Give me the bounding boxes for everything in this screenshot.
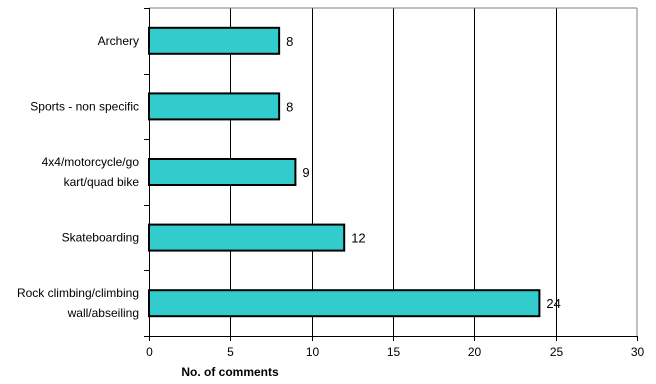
category-label-line: Archery bbox=[98, 34, 139, 48]
category-label-rock-climbing-climbing-wall-abseiling: Rock climbing/climbing wall/abseiling bbox=[17, 286, 139, 320]
data-label-rock-climbing-climbing-wall-abseiling: 24 bbox=[546, 296, 560, 311]
data-label-sports-non-specific: 8 bbox=[286, 99, 293, 114]
category-label-archery: Archery bbox=[98, 34, 139, 48]
category-label-skateboarding: Skateboarding bbox=[62, 231, 139, 245]
x-tick-label-25: 25 bbox=[550, 345, 564, 359]
x-tick-label-30: 30 bbox=[631, 345, 645, 359]
bar-sports-non-specific bbox=[148, 92, 281, 121]
category-label-line: 4x4/motorcycle/go bbox=[42, 155, 140, 169]
data-label-4x4-motorcycle-go-kart-quad-bike: 9 bbox=[302, 165, 309, 180]
bar-skateboarding bbox=[148, 223, 346, 252]
category-label-sports-non-specific: Sports - non specific bbox=[30, 99, 139, 113]
category-label-4x4-motorcycle-go-kart-quad-bike: 4x4/motorcycle/go kart/quad bike bbox=[42, 155, 140, 189]
bar-rock-climbing-climbing-wall-abseiling bbox=[148, 289, 541, 318]
category-label-line: kart/quad bike bbox=[64, 175, 140, 189]
x-tick-label-15: 15 bbox=[387, 345, 401, 359]
data-label-skateboarding: 12 bbox=[351, 231, 365, 246]
category-label-line: Rock climbing/climbing bbox=[17, 286, 139, 300]
x-tick-label-20: 20 bbox=[468, 345, 482, 359]
category-label-line: wall/abseiling bbox=[67, 306, 139, 320]
x-tick-labels: 0 5 10 15 20 25 30 bbox=[146, 345, 644, 359]
x-tick-label-5: 5 bbox=[227, 345, 234, 359]
bars bbox=[148, 26, 541, 318]
x-tick-label-10: 10 bbox=[306, 345, 320, 359]
category-label-line: Sports - non specific bbox=[30, 99, 139, 113]
category-label-line: Skateboarding bbox=[62, 231, 139, 245]
bar-archery bbox=[148, 26, 281, 55]
data-label-archery: 8 bbox=[286, 34, 293, 49]
bar-4x4-motorcycle-go-kart-quad-bike bbox=[148, 158, 297, 186]
x-axis-title: No. of comments bbox=[181, 365, 279, 379]
data-labels: 8 8 9 12 24 bbox=[286, 34, 561, 311]
x-tick-label-0: 0 bbox=[146, 345, 153, 359]
gridlines bbox=[230, 8, 557, 336]
category-labels: Archery Sports - non specific 4x4/motorcyc… bbox=[17, 34, 139, 320]
axes bbox=[144, 7, 638, 341]
